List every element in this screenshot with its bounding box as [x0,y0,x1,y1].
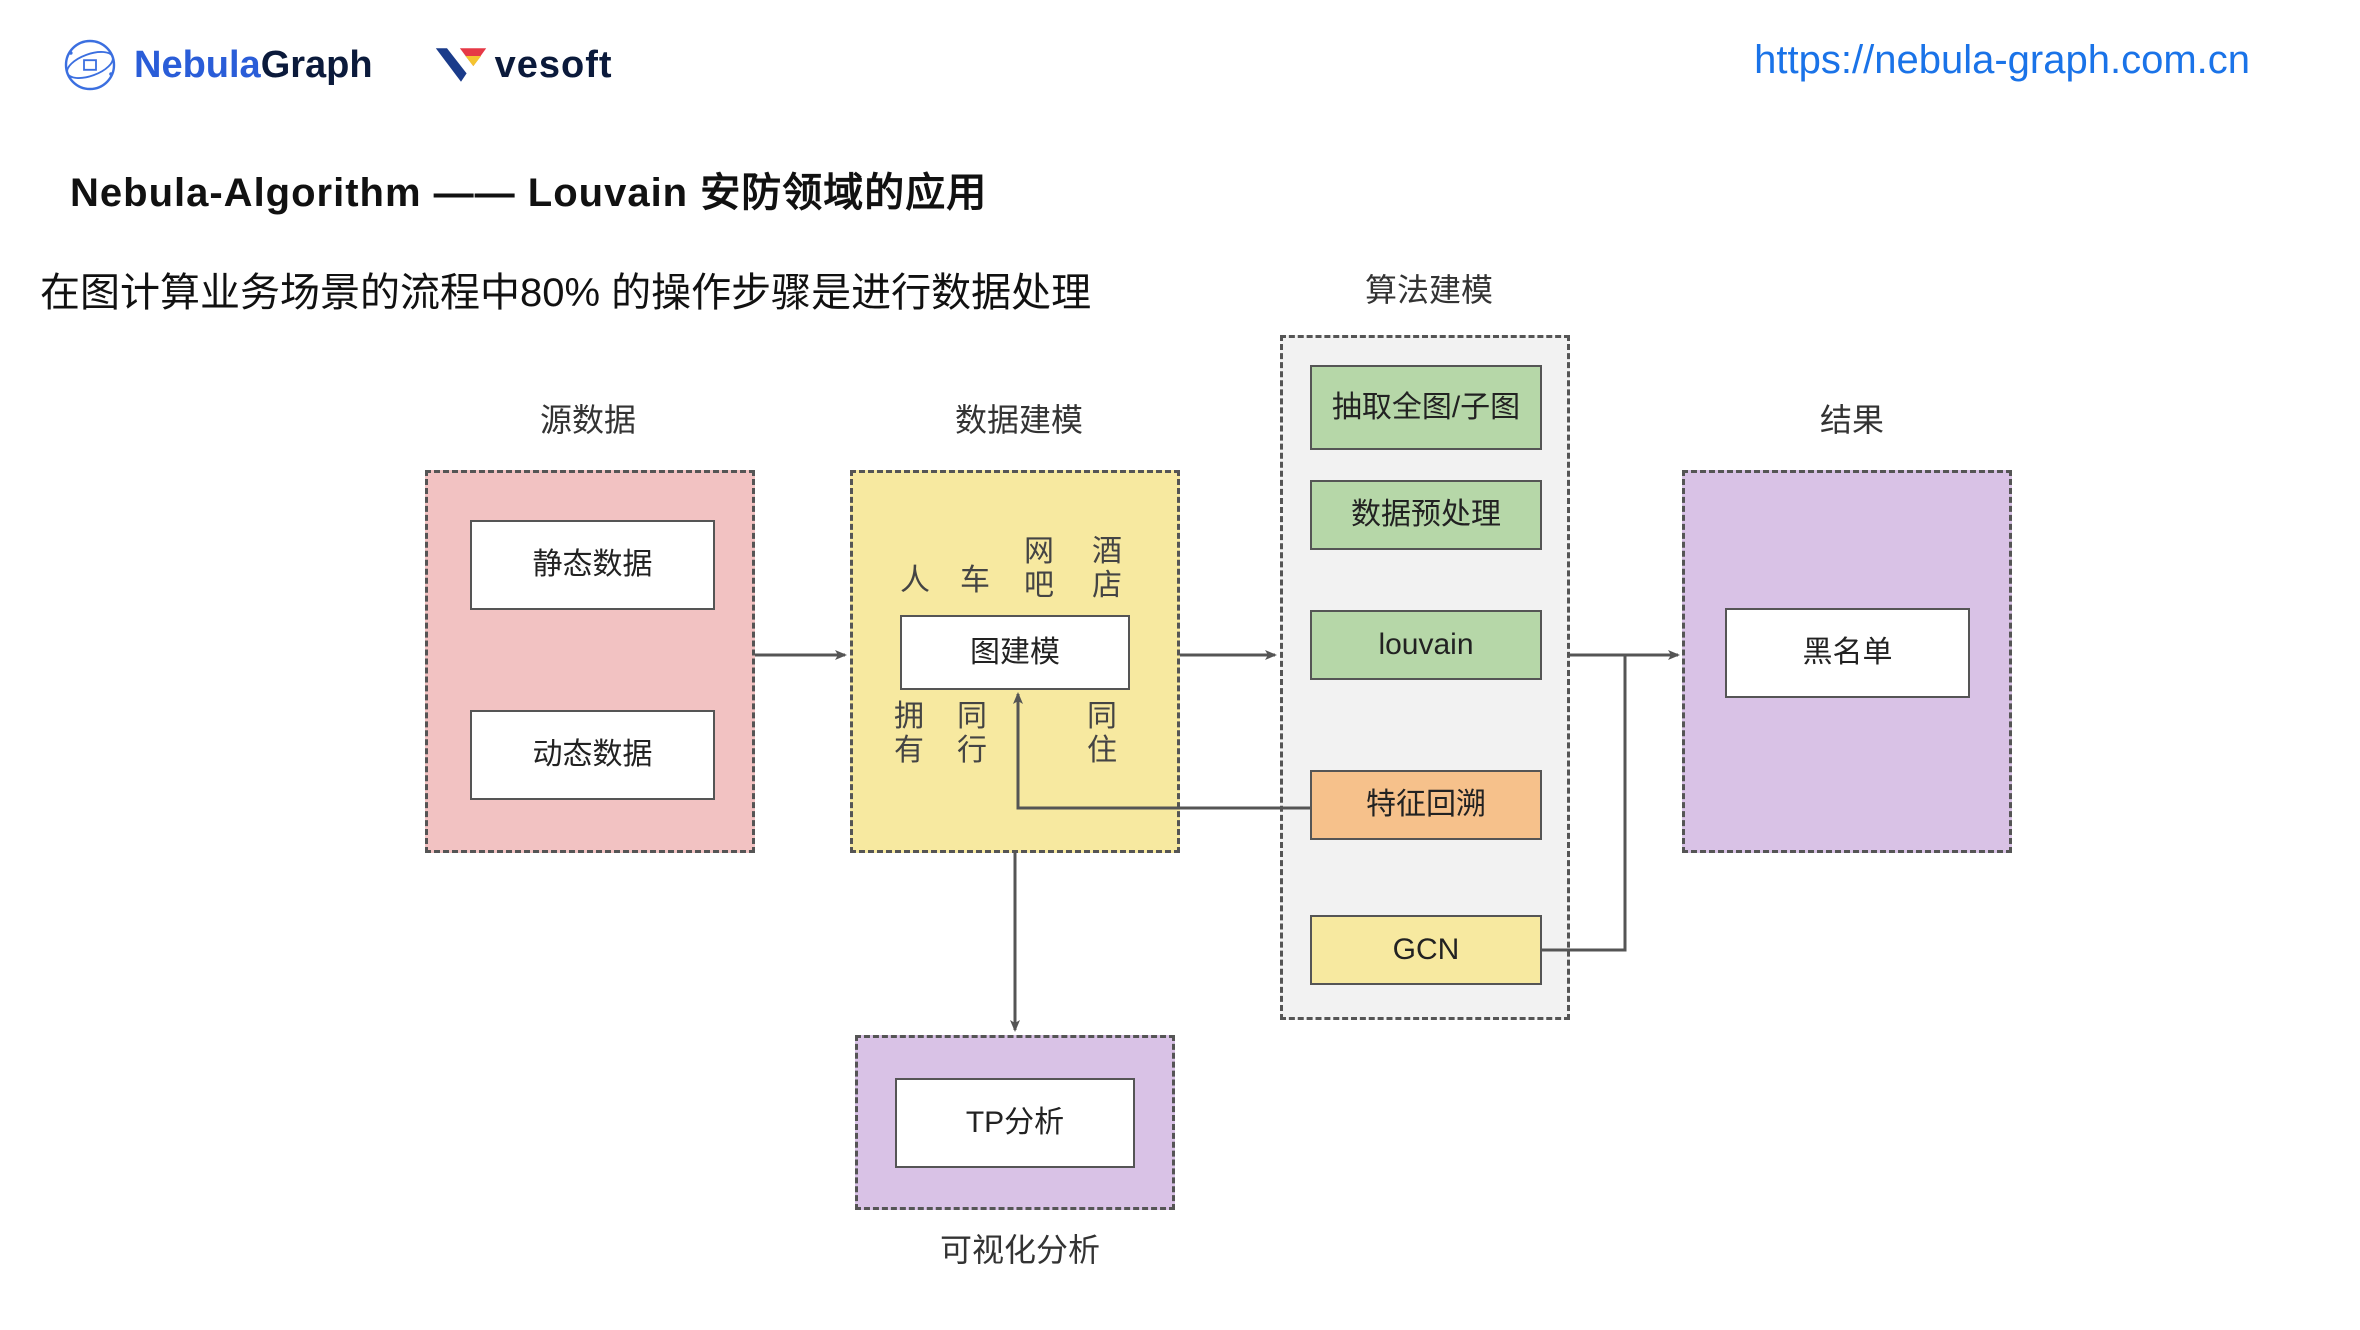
model-bottom-label-1: 同行 [955,700,989,768]
model-bottom-label-0: 拥有 [892,700,926,768]
algo-item-2: louvain [1310,610,1542,680]
nebula-text-2: Graph [261,44,373,86]
model-item-0: 图建模 [900,615,1130,690]
page-subtitle: 在图计算业务场景的流程中80% 的操作步骤是进行数据处理 [40,260,1091,318]
header-url[interactable]: https://nebula-graph.com.cn [1754,38,2250,83]
nebula-logo-icon [60,35,120,95]
model-top-label-3: 酒店 [1090,535,1124,603]
viz-item-0: TP分析 [895,1078,1135,1168]
group-title-model: 数据建模 [955,395,1083,441]
model-top-label-0: 人 [900,555,930,599]
group-title-algo: 算法建模 [1365,265,1493,311]
vesoft-logo: vesoft [433,42,613,88]
algo-item-3: 特征回溯 [1310,770,1542,840]
vesoft-text: vesoft [495,44,613,87]
group-title-viz: 可视化分析 [940,1225,1100,1271]
vesoft-logo-icon [433,42,489,88]
model-top-label-1: 车 [960,555,990,599]
algo-item-4: GCN [1310,915,1542,985]
source-item-1: 动态数据 [470,710,715,800]
group-title-source: 源数据 [540,395,636,441]
nebula-text-1: Nebula [134,44,261,86]
algo-item-1: 数据预处理 [1310,480,1542,550]
model-bottom-label-2: 同住 [1085,700,1119,768]
model-top-label-2: 网吧 [1022,535,1056,603]
group-title-result: 结果 [1820,395,1884,441]
source-item-0: 静态数据 [470,520,715,610]
result-item-0: 黑名单 [1725,608,1970,698]
page-title: Nebula-Algorithm —— Louvain 安防领域的应用 [70,160,987,218]
algo-item-0: 抽取全图/子图 [1310,365,1542,450]
nebula-logo-text: NebulaGraph [134,44,373,87]
